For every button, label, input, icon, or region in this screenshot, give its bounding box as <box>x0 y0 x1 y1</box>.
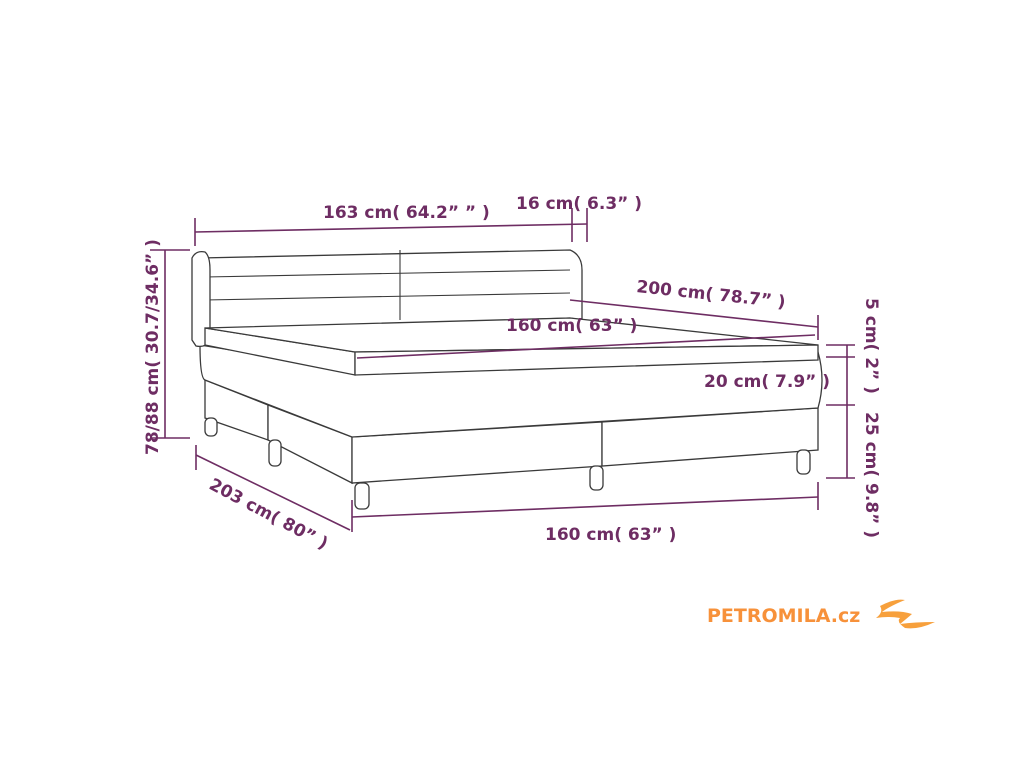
length-label: 200 cm( 78.7” ) <box>635 277 786 313</box>
bed-illustration <box>191 249 823 510</box>
swirl-logo-icon <box>876 599 935 629</box>
total-height-label: 78/88 cm( 30.7/34.6” ) <box>143 239 163 455</box>
mattress-width-label: 160 cm( 63” ) <box>506 316 637 336</box>
headboard-width-label: 163 cm( 64.2” ” ) <box>323 203 490 223</box>
dimension-lines <box>150 208 855 532</box>
total-length-label: 203 cm( 80” ) <box>206 475 331 554</box>
leg <box>796 449 811 475</box>
mattress-height-label: 20 cm( 7.9” ) <box>704 372 830 392</box>
leg <box>204 417 218 437</box>
base-height-label: 25 cm( 9.8” ) <box>861 412 881 538</box>
base-width-label: 160 cm( 63” ) <box>545 525 676 545</box>
leg <box>268 439 282 467</box>
topper-height-label: 5 cm( 2” ) <box>861 298 881 394</box>
mattress <box>199 344 823 438</box>
leg <box>589 465 604 491</box>
logo-text: PETROMILA.cz <box>707 605 860 627</box>
headboard-left-wing <box>191 250 211 348</box>
wing-depth-label: 16 cm( 6.3” ) <box>516 194 642 214</box>
leg <box>354 482 370 510</box>
petromila-logo: PETROMILA.cz <box>707 599 935 629</box>
